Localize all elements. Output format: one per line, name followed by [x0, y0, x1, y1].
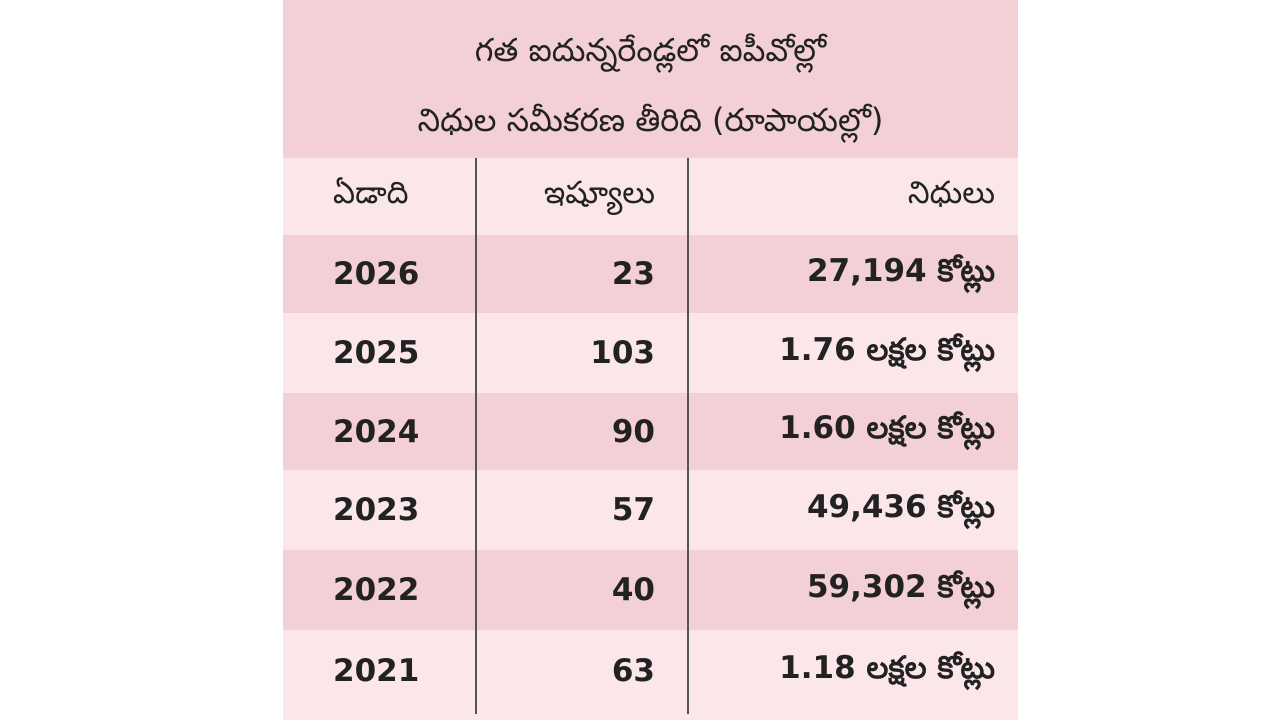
title-band: గత ఐదున్నరేండ్లలో ఐపీవోల్లో నిధుల సమీకరణ…	[283, 0, 1018, 158]
table-row: 2023 57 49,436 కోట్లు	[283, 470, 1018, 550]
table-row: 2026 23 27,194 కోట్లు	[283, 235, 1018, 313]
column-divider	[475, 158, 477, 714]
table-cell: 40	[611, 572, 655, 608]
table-row: 2022 40 59,302 కోట్లు	[283, 550, 1018, 630]
table-cell: 1.18 లక్షల కోట్లు	[779, 649, 995, 686]
header-cell: నిధులు	[907, 175, 995, 211]
table-cell: 49,436 కోట్లు	[806, 488, 995, 525]
table-cell: 2026	[333, 256, 420, 292]
table-cell: 2022	[333, 572, 420, 608]
header-cell: ఏడాది	[333, 175, 409, 211]
title-line: నిధుల సమీకరణ తీరిది (రూపాయల్లో)	[417, 101, 884, 139]
table-cell: 2023	[333, 492, 420, 528]
table-cell: 57	[611, 492, 655, 528]
table-row: 2021 63 1.18 లక్షల కోట్లు	[283, 630, 1018, 712]
table-cell: 27,194 కోట్లు	[806, 252, 995, 289]
table-cell: 90	[611, 413, 655, 450]
title-line: గత ఐదున్నరేండ్లలో ఐపీవోల్లో	[474, 31, 827, 69]
table-panel: గత ఐదున్నరేండ్లలో ఐపీవోల్లో నిధుల సమీకరణ…	[283, 0, 1018, 720]
header-cell: ఇష్యూలు	[543, 175, 655, 211]
table-cell: 103	[590, 335, 655, 371]
table-cell: 1.76 లక్షల కోట్లు	[779, 331, 995, 368]
table-cell: 2021	[333, 653, 420, 689]
table-row: 2025 103 1.76 లక్షల కోట్లు	[283, 313, 1018, 393]
table-cell: 2025	[333, 335, 420, 371]
table-row: 2024 90 1.60 లక్షల కోట్లు	[283, 393, 1018, 470]
table-cell: 63	[611, 653, 655, 689]
column-divider	[687, 158, 689, 714]
header-row: ఏడాది ఇష్యూలు నిధులు	[283, 158, 1018, 235]
table-cell: 59,302 కోట్లు	[806, 568, 995, 605]
table-cell: 2024	[333, 413, 420, 450]
table-cell: 23	[611, 256, 655, 292]
table-cell: 1.60 లక్షల కోట్లు	[779, 410, 995, 446]
